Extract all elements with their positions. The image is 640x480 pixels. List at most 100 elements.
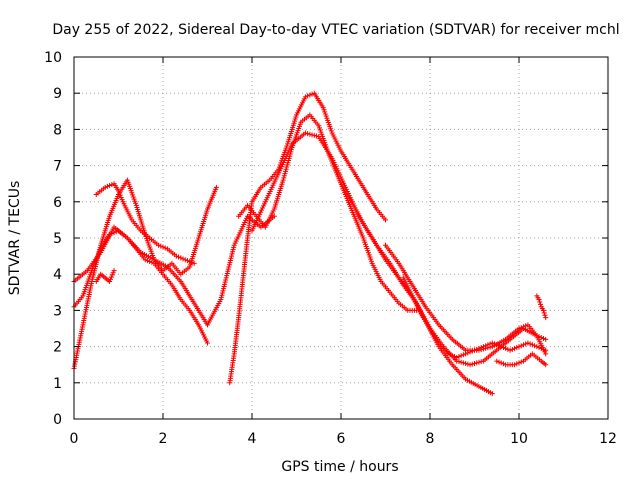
series-track-2: [71, 228, 210, 346]
data-points: [71, 90, 549, 397]
data-point: [505, 346, 511, 352]
data-point: [498, 344, 504, 350]
series-track-9: [347, 195, 549, 368]
data-point: [538, 335, 544, 341]
data-point: [529, 342, 535, 348]
data-point: [173, 253, 179, 259]
data-point: [536, 334, 542, 340]
data-point: [460, 360, 466, 366]
data-point: [156, 242, 162, 248]
data-point: [107, 278, 113, 284]
data-point: [285, 160, 291, 166]
data-point: [542, 312, 548, 318]
data-point: [451, 354, 457, 360]
data-point: [307, 92, 313, 98]
data-point: [107, 276, 113, 282]
series-track-6: [227, 90, 388, 386]
y-tick-label: 4: [53, 267, 62, 283]
y-tick-label: 8: [53, 122, 62, 138]
series-track-5: [93, 268, 117, 284]
data-point: [538, 301, 544, 307]
data-point: [219, 290, 225, 296]
data-point: [178, 255, 184, 261]
data-point: [494, 358, 500, 364]
data-point: [213, 184, 219, 190]
data-point: [231, 244, 237, 250]
data-point: [383, 217, 388, 223]
data-point: [478, 359, 484, 365]
data-point: [229, 251, 235, 257]
data-point: [520, 342, 526, 348]
data-point: [222, 279, 228, 285]
data-point: [489, 340, 495, 346]
data-point: [478, 345, 484, 351]
data-point: [102, 184, 108, 190]
data-point: [540, 346, 546, 352]
data-point: [516, 360, 522, 366]
data-point: [160, 244, 166, 250]
data-point: [224, 270, 230, 276]
data-point: [111, 268, 117, 274]
y-axis-label: SDTVAR / TECUs: [7, 181, 23, 296]
data-point: [283, 166, 289, 172]
data-point: [182, 257, 188, 263]
data-point: [525, 340, 531, 346]
data-point: [109, 182, 115, 188]
data-point: [534, 344, 540, 350]
data-point: [483, 343, 489, 349]
data-point: [284, 162, 290, 168]
data-point: [516, 326, 522, 331]
data-point: [302, 94, 308, 100]
y-tick-label: 10: [44, 50, 62, 66]
series-track-7: [236, 112, 420, 313]
y-tick-label: 7: [53, 159, 62, 175]
data-point: [520, 324, 526, 330]
data-point: [523, 341, 529, 347]
data-point: [283, 168, 289, 174]
data-point: [454, 354, 460, 360]
data-point: [227, 260, 233, 266]
data-point: [543, 347, 549, 353]
data-point: [222, 281, 228, 287]
data-point: [500, 345, 506, 351]
data-point: [307, 131, 313, 137]
data-point: [221, 284, 227, 290]
data-point: [107, 183, 113, 189]
data-point: [458, 353, 464, 359]
data-point: [467, 349, 473, 355]
data-point: [184, 258, 190, 264]
data-point: [110, 270, 116, 276]
data-point: [119, 197, 125, 203]
data-point: [494, 342, 500, 348]
data-point: [225, 266, 231, 272]
data-point: [465, 361, 471, 367]
data-point: [456, 359, 462, 365]
data-point: [230, 249, 236, 255]
data-point: [523, 323, 529, 329]
data-point: [456, 354, 462, 360]
data-point: [162, 245, 168, 251]
data-point: [512, 345, 518, 351]
data-point: [518, 359, 524, 365]
chart-title: Day 255 of 2022, Sidereal Day-to-day VTE…: [52, 22, 619, 38]
data-point: [463, 351, 469, 357]
data-point: [223, 277, 229, 283]
data-point: [220, 288, 226, 294]
data-point: [474, 360, 480, 366]
data-point: [492, 341, 498, 347]
y-tick-label: 3: [53, 303, 62, 319]
data-point: [480, 344, 486, 350]
data-point: [536, 297, 542, 303]
data-point: [230, 247, 236, 253]
data-point: [309, 91, 315, 97]
series-track-1: [71, 177, 219, 371]
data-point: [540, 307, 546, 313]
x-axis-label: GPS time / hours: [281, 459, 398, 475]
data-point: [469, 348, 475, 354]
data-point: [314, 133, 320, 139]
data-point: [271, 213, 277, 219]
data-point: [118, 194, 124, 200]
data-point: [538, 345, 544, 351]
data-point: [144, 258, 150, 264]
